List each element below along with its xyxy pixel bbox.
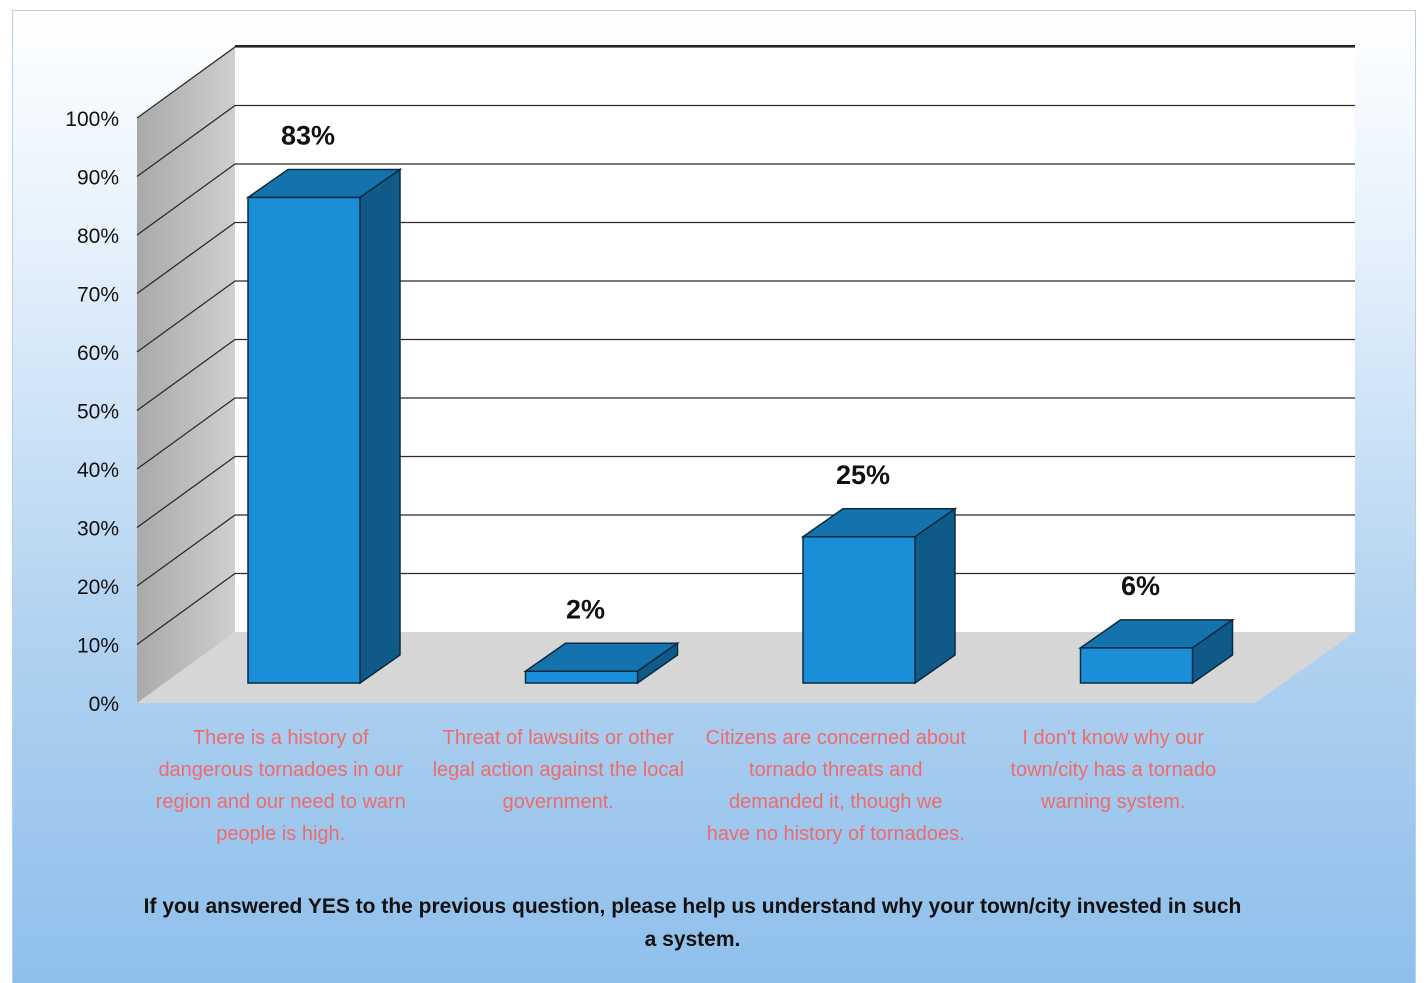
data-label: 6% [1121, 571, 1160, 601]
gridline [136, 46, 1355, 119]
category-label: Citizens are concerned about tornado thr… [705, 727, 966, 845]
y-tick-label: 100% [65, 108, 119, 131]
bar-side [359, 168, 401, 685]
y-tick-label: 50% [77, 401, 119, 424]
gridline [136, 455, 1355, 529]
y-tick-label: 0% [89, 693, 119, 716]
bar [1079, 647, 1194, 684]
gridline [136, 338, 1355, 412]
y-tick-label: 20% [77, 576, 119, 599]
data-label: 83% [281, 120, 335, 150]
data-labels: 83% 2% 25% 6% [281, 120, 1160, 624]
y-tick-label: 40% [77, 459, 119, 482]
gridline [136, 163, 1355, 236]
gridline [136, 104, 1355, 178]
gridline [136, 221, 1355, 295]
category-label: I don't know why our town/city has a tor… [1010, 727, 1217, 813]
data-label: 2% [566, 594, 605, 624]
bar-side [914, 507, 956, 685]
y-tick-label: 80% [77, 225, 119, 248]
y-tick-label: 30% [77, 518, 119, 541]
y-axis-ticks: 0% 10% 20% 30% 40% 50% 60% 70% 80% 90% 100% [65, 108, 119, 716]
gridlines [136, 46, 1355, 646]
y-tick-label: 10% [77, 635, 119, 658]
y-tick-label: 90% [77, 167, 119, 190]
y-tick-label: 70% [77, 284, 119, 307]
bar [524, 670, 639, 684]
gridline [136, 280, 1355, 353]
gridline [136, 397, 1355, 470]
category-label: There is a history of dangerous tornadoe… [155, 727, 406, 845]
gridline [136, 572, 1355, 646]
category-label: Threat of lawsuits or other legal action… [432, 727, 684, 813]
chart-title: If you answered YES to the previous ques… [143, 895, 1242, 951]
y-tick-label: 60% [77, 342, 119, 365]
bar [247, 196, 361, 684]
gridline [136, 514, 1355, 587]
bar [802, 536, 916, 684]
data-label: 25% [836, 460, 890, 490]
bars [245, 168, 1235, 685]
floor [137, 632, 1355, 703]
